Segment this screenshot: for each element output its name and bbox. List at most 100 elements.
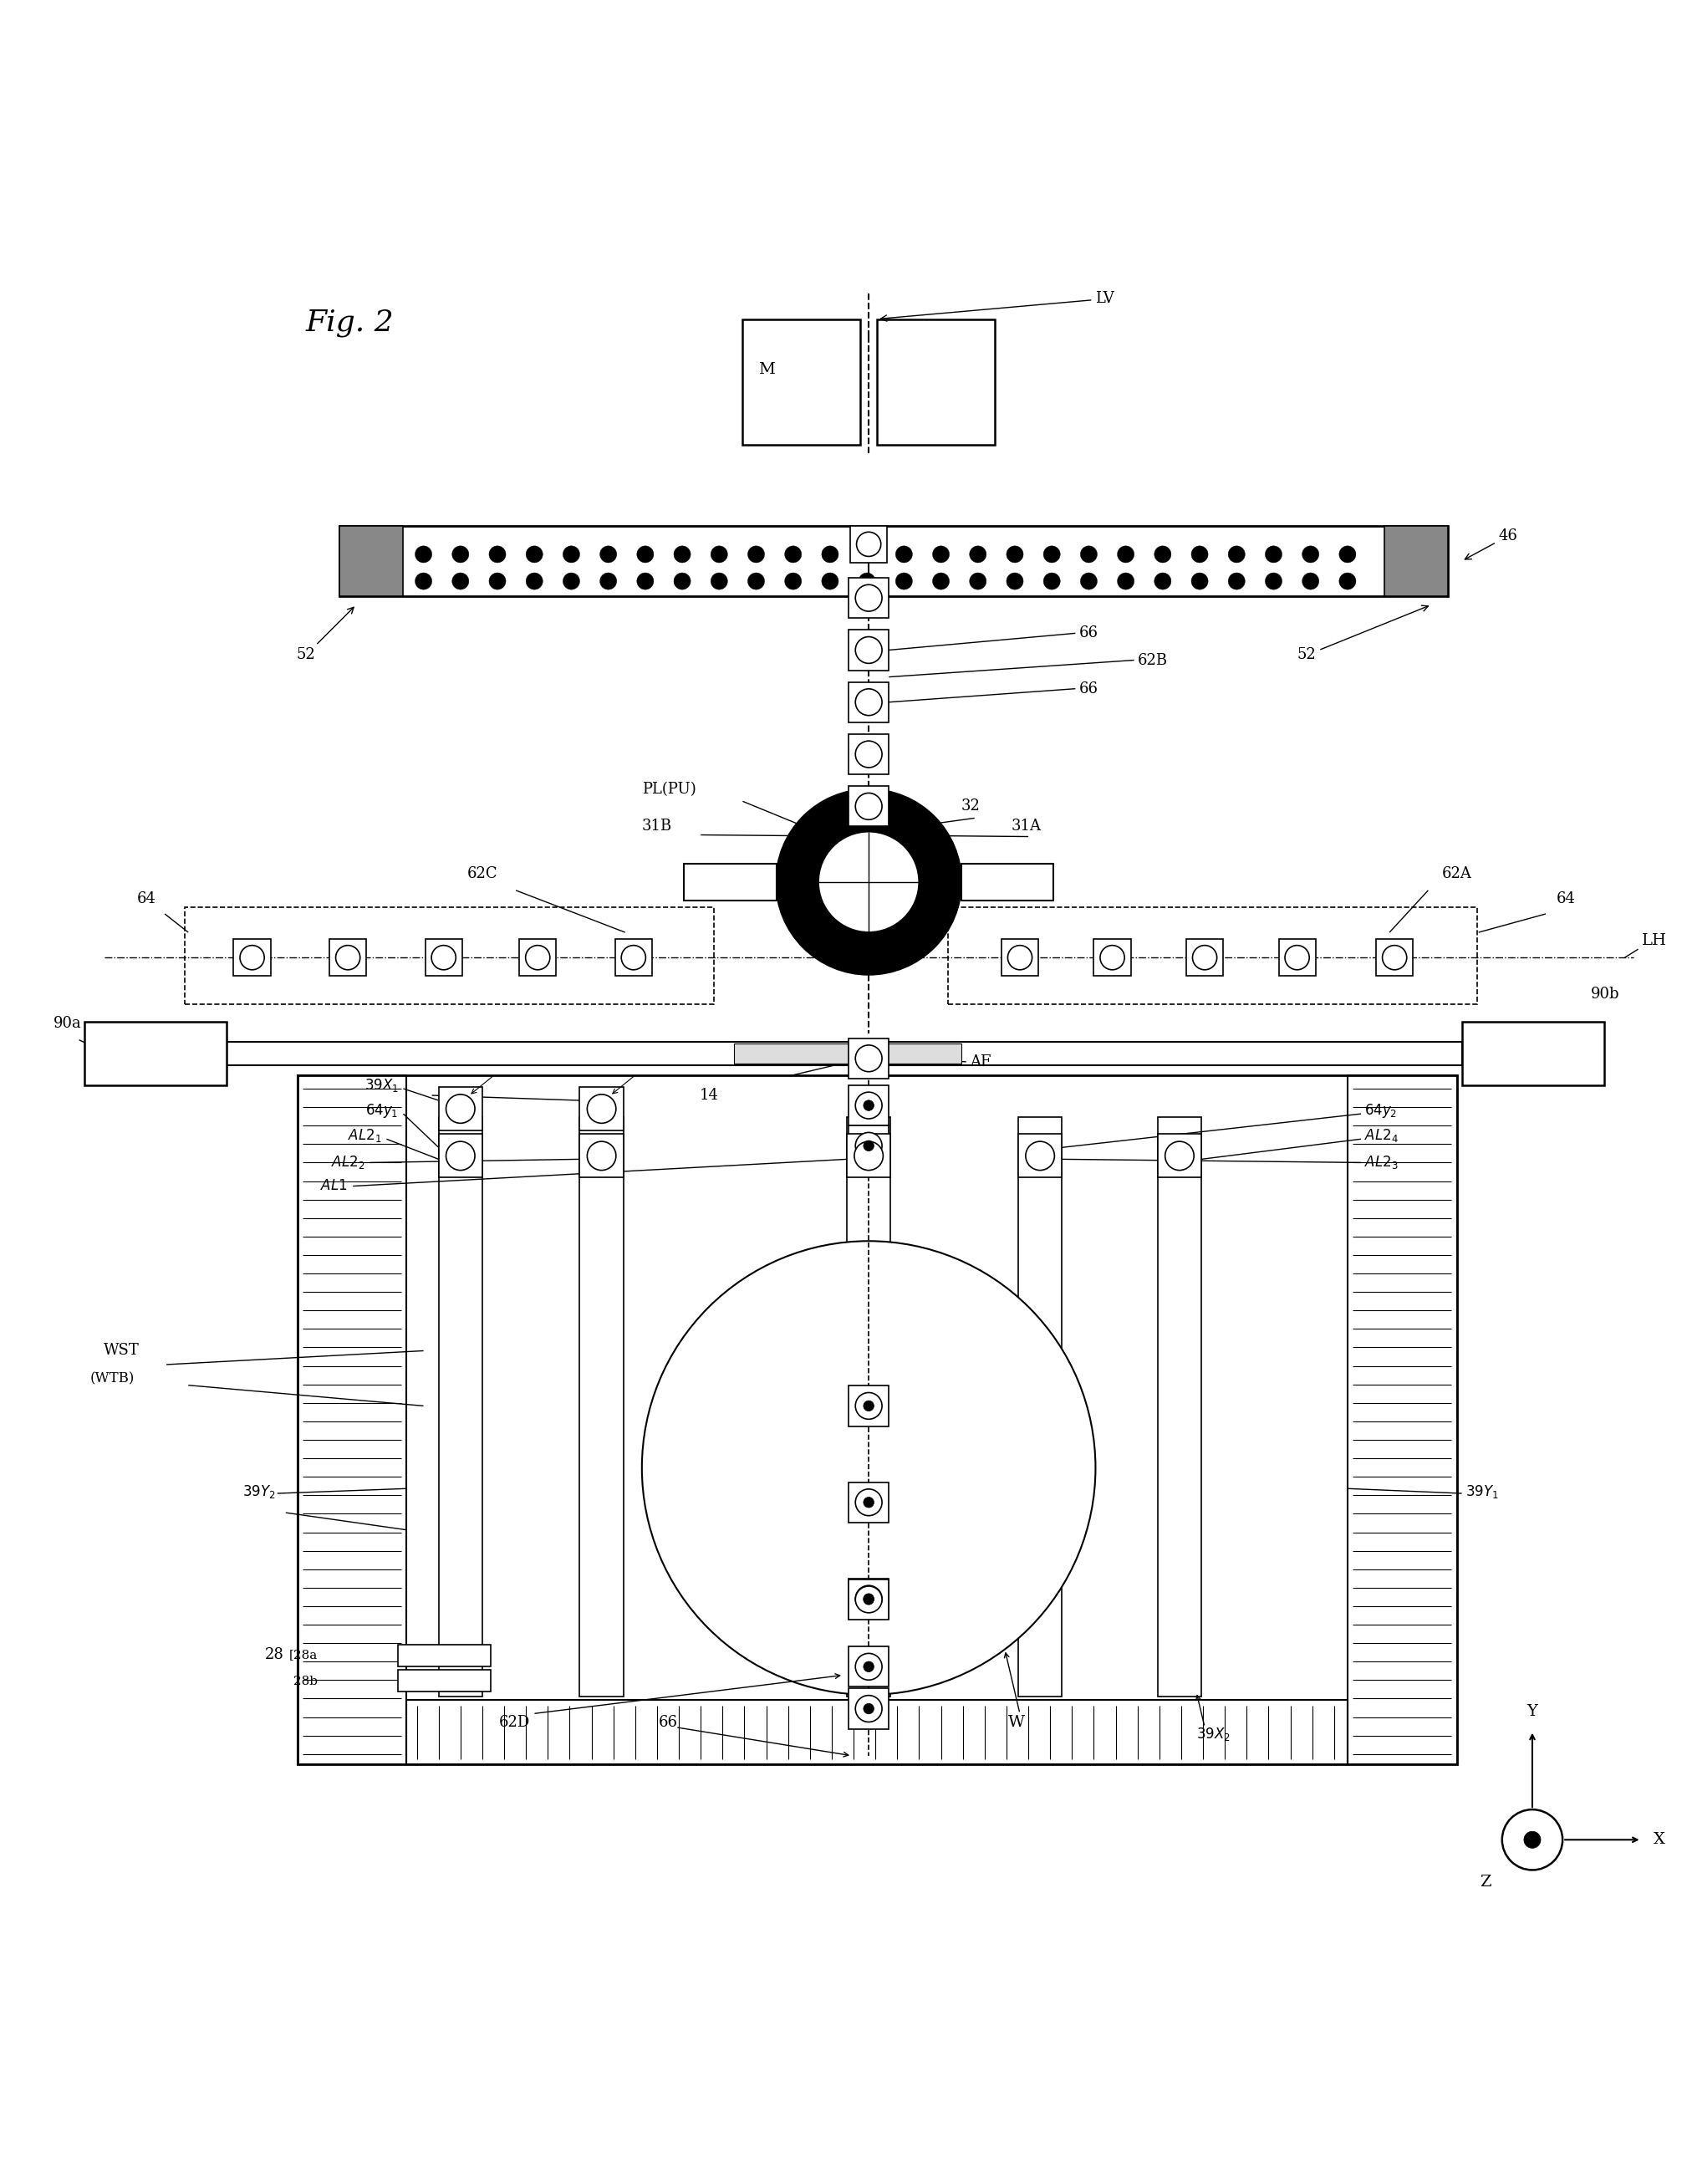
Bar (439, 1088, 482, 1131)
Bar (580, 1088, 624, 1131)
Circle shape (601, 572, 617, 590)
Text: 64: 64 (1557, 891, 1576, 906)
Bar (1157, 1133, 1201, 1177)
Bar (962, 863, 1053, 900)
Bar (439, 1133, 482, 1177)
Text: 52: 52 (1297, 605, 1429, 662)
Bar (849, 1385, 889, 1426)
Circle shape (638, 572, 653, 590)
Bar (1385, 526, 1449, 596)
Circle shape (864, 1594, 874, 1605)
Circle shape (896, 546, 913, 563)
Text: $AL2_2$: $AL2_2$ (331, 1153, 364, 1171)
Text: 62D: 62D (499, 1714, 530, 1730)
Circle shape (1523, 1832, 1540, 1848)
Bar (742, 319, 860, 446)
Circle shape (710, 546, 727, 563)
Circle shape (747, 546, 764, 563)
Circle shape (855, 1393, 882, 1420)
Bar (1019, 1118, 1061, 1697)
Circle shape (489, 572, 506, 590)
Text: (WTB): (WTB) (91, 1372, 135, 1385)
Text: LV: LV (881, 290, 1115, 321)
Text: M: M (757, 363, 774, 378)
Bar (849, 1579, 889, 1618)
Bar (734, 1044, 962, 1064)
Circle shape (864, 1662, 874, 1673)
Circle shape (1339, 546, 1356, 563)
Circle shape (673, 572, 690, 590)
Circle shape (855, 1586, 882, 1612)
Text: 66: 66 (1078, 681, 1098, 697)
Circle shape (854, 1142, 882, 1171)
Text: 90a: 90a (54, 1016, 81, 1031)
Circle shape (864, 1101, 874, 1112)
Text: $AL2_3$: $AL2_3$ (1365, 1153, 1399, 1171)
Circle shape (933, 572, 950, 590)
Circle shape (864, 1140, 874, 1151)
Circle shape (855, 1133, 882, 1160)
Circle shape (526, 572, 543, 590)
Bar (847, 1133, 891, 1177)
Bar (850, 526, 887, 563)
Circle shape (855, 1092, 882, 1118)
Circle shape (855, 688, 882, 716)
Circle shape (859, 546, 876, 563)
Text: PL(PU): PL(PU) (641, 782, 697, 797)
Bar (849, 579, 889, 618)
Circle shape (621, 946, 646, 970)
Bar (1377, 939, 1414, 976)
Text: 62C: 62C (467, 867, 498, 880)
Circle shape (638, 546, 653, 563)
Circle shape (526, 946, 550, 970)
Circle shape (445, 1094, 474, 1123)
Text: 28: 28 (265, 1647, 283, 1662)
Text: $39X_2$: $39X_2$ (1196, 1725, 1230, 1743)
Text: 46: 46 (1464, 529, 1518, 559)
Circle shape (415, 546, 432, 563)
Circle shape (1339, 572, 1356, 590)
Circle shape (1285, 946, 1309, 970)
Bar (339, 526, 1449, 596)
Text: $AL1$: $AL1$ (321, 1179, 348, 1192)
Circle shape (1154, 546, 1171, 563)
Circle shape (1100, 946, 1125, 970)
Circle shape (1265, 546, 1282, 563)
Text: $39Y_1$: $39Y_1$ (1464, 1483, 1498, 1500)
Circle shape (1044, 572, 1059, 590)
Circle shape (445, 1142, 474, 1171)
Bar (849, 1125, 889, 1166)
Circle shape (857, 533, 881, 557)
Circle shape (1382, 946, 1407, 970)
Circle shape (1191, 572, 1208, 590)
Circle shape (1501, 1811, 1562, 1870)
Circle shape (489, 546, 506, 563)
Text: 31B: 31B (641, 819, 671, 834)
Circle shape (1117, 572, 1134, 590)
Bar (297, 1075, 407, 1765)
Bar (849, 1483, 889, 1522)
Circle shape (1228, 572, 1245, 590)
Bar (877, 319, 995, 446)
Circle shape (855, 1586, 882, 1612)
Bar (1093, 939, 1130, 976)
Bar (849, 734, 889, 775)
Text: [28a: [28a (288, 1649, 317, 1660)
Text: $AL2_4$: $AL2_4$ (1365, 1127, 1399, 1144)
Circle shape (855, 1653, 882, 1679)
Bar (847, 1118, 891, 1697)
Circle shape (864, 1594, 874, 1603)
Text: Fig. 2: Fig. 2 (305, 308, 395, 336)
Circle shape (452, 546, 469, 563)
Circle shape (563, 572, 580, 590)
Bar (1279, 939, 1316, 976)
Circle shape (452, 572, 469, 590)
Circle shape (855, 638, 882, 664)
Text: WST: WST (103, 1343, 138, 1358)
Circle shape (710, 572, 727, 590)
Circle shape (855, 1046, 882, 1072)
Text: 31A: 31A (1012, 819, 1041, 834)
Text: $64y_2$: $64y_2$ (1365, 1101, 1397, 1118)
Circle shape (747, 572, 764, 590)
Bar (329, 939, 366, 976)
